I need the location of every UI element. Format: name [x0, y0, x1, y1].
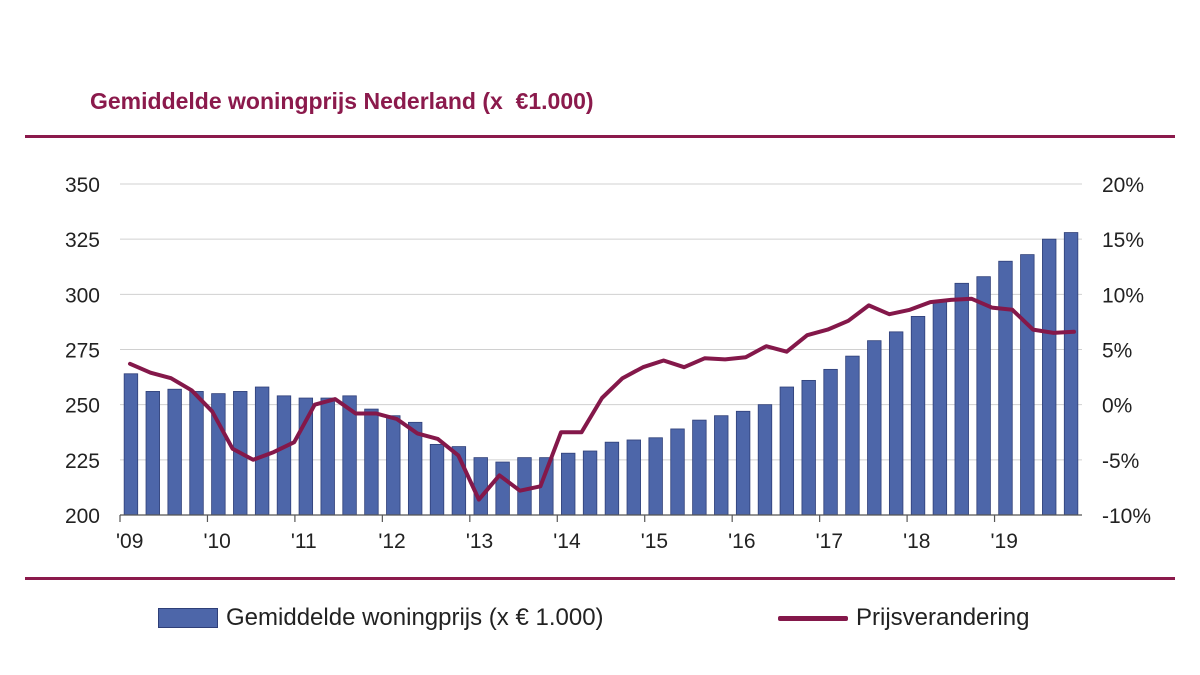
y2-tick-label: 15%: [1102, 229, 1144, 252]
bar: [1020, 254, 1035, 516]
bar: [998, 260, 1013, 516]
bar: [189, 391, 204, 516]
bar: [1042, 238, 1057, 516]
bar: [123, 373, 139, 516]
y2-tick-label: 20%: [1102, 174, 1144, 197]
bar: [801, 379, 816, 516]
bar: [429, 443, 445, 516]
y2-tick-label: -10%: [1102, 505, 1151, 528]
x-tick-label: '15: [641, 530, 668, 553]
bar: [735, 410, 751, 516]
bar: [845, 355, 860, 516]
x-tick-label: '18: [903, 530, 930, 553]
bar: [517, 457, 532, 516]
x-tick-label: '16: [728, 530, 755, 553]
x-tick-label: '19: [991, 530, 1018, 553]
y-tick-label: 350: [65, 174, 100, 197]
bar: [954, 282, 969, 516]
bar: [823, 368, 838, 516]
legend-item-line: Prijsverandering: [778, 603, 1029, 633]
y-tick-label: 275: [65, 340, 100, 363]
y2-tick-label: 5%: [1102, 340, 1132, 363]
legend-label-bars: Gemiddelde woningprijs (x € 1.000): [226, 604, 604, 631]
chart-title: Gemiddelde woningprijs Nederland (x €1.0…: [90, 88, 594, 114]
legend-rule: [25, 577, 1175, 580]
chart-canvas: 200 225 250 275 300 325 350 -10% -5% 0% 5% 10% 15% 20…: [65, 174, 1151, 553]
bar: [364, 408, 379, 516]
bar: [473, 457, 488, 516]
y-tick-label: 225: [65, 450, 100, 473]
bar: [867, 340, 882, 516]
x-tick-label: '12: [378, 530, 405, 553]
y2-tick-label: 0%: [1102, 395, 1132, 418]
legend-line-swatch: [778, 615, 848, 621]
bar: [932, 300, 948, 516]
bar: [604, 441, 620, 516]
bar: [582, 450, 598, 516]
bar: [626, 439, 641, 516]
title-rule: [25, 135, 1175, 138]
y2-tick-label: 10%: [1102, 284, 1144, 307]
bar: [648, 437, 663, 516]
bar: [407, 421, 423, 516]
legend-item-bars: Gemiddelde woningprijs (x € 1.000): [158, 603, 604, 633]
bar: [888, 331, 904, 516]
bar: [495, 461, 510, 516]
legend-bar-swatch: [158, 608, 218, 628]
x-tick-label: '11: [291, 530, 317, 553]
x-tick-label: '14: [553, 530, 581, 553]
bar: [145, 391, 160, 516]
price-change-line: [128, 296, 1076, 502]
bar: [670, 428, 685, 516]
bar: [254, 386, 270, 516]
legend-label-line: Prijsverandering: [856, 604, 1030, 631]
x-tick-label: '10: [203, 530, 230, 553]
y-tick-label: 200: [65, 505, 100, 528]
x-tick-label: '13: [466, 530, 493, 553]
x-tick-label: '17: [816, 530, 843, 553]
bar: [692, 419, 707, 516]
bar: [561, 452, 576, 516]
bar: [757, 404, 773, 516]
bar: [320, 397, 335, 516]
bar: [276, 395, 292, 516]
bar: [386, 415, 401, 516]
bar: [779, 386, 795, 516]
y-tick-label: 325: [65, 229, 100, 252]
y2-tick-label: -5%: [1102, 450, 1139, 473]
bar: [910, 315, 926, 516]
y-tick-label: 250: [65, 395, 100, 418]
bar: [167, 388, 182, 516]
bar: [714, 415, 729, 516]
bar: [1063, 232, 1079, 516]
x-tick-label: '09: [116, 530, 143, 553]
y-tick-label: 300: [65, 284, 100, 307]
bar: [976, 276, 991, 516]
